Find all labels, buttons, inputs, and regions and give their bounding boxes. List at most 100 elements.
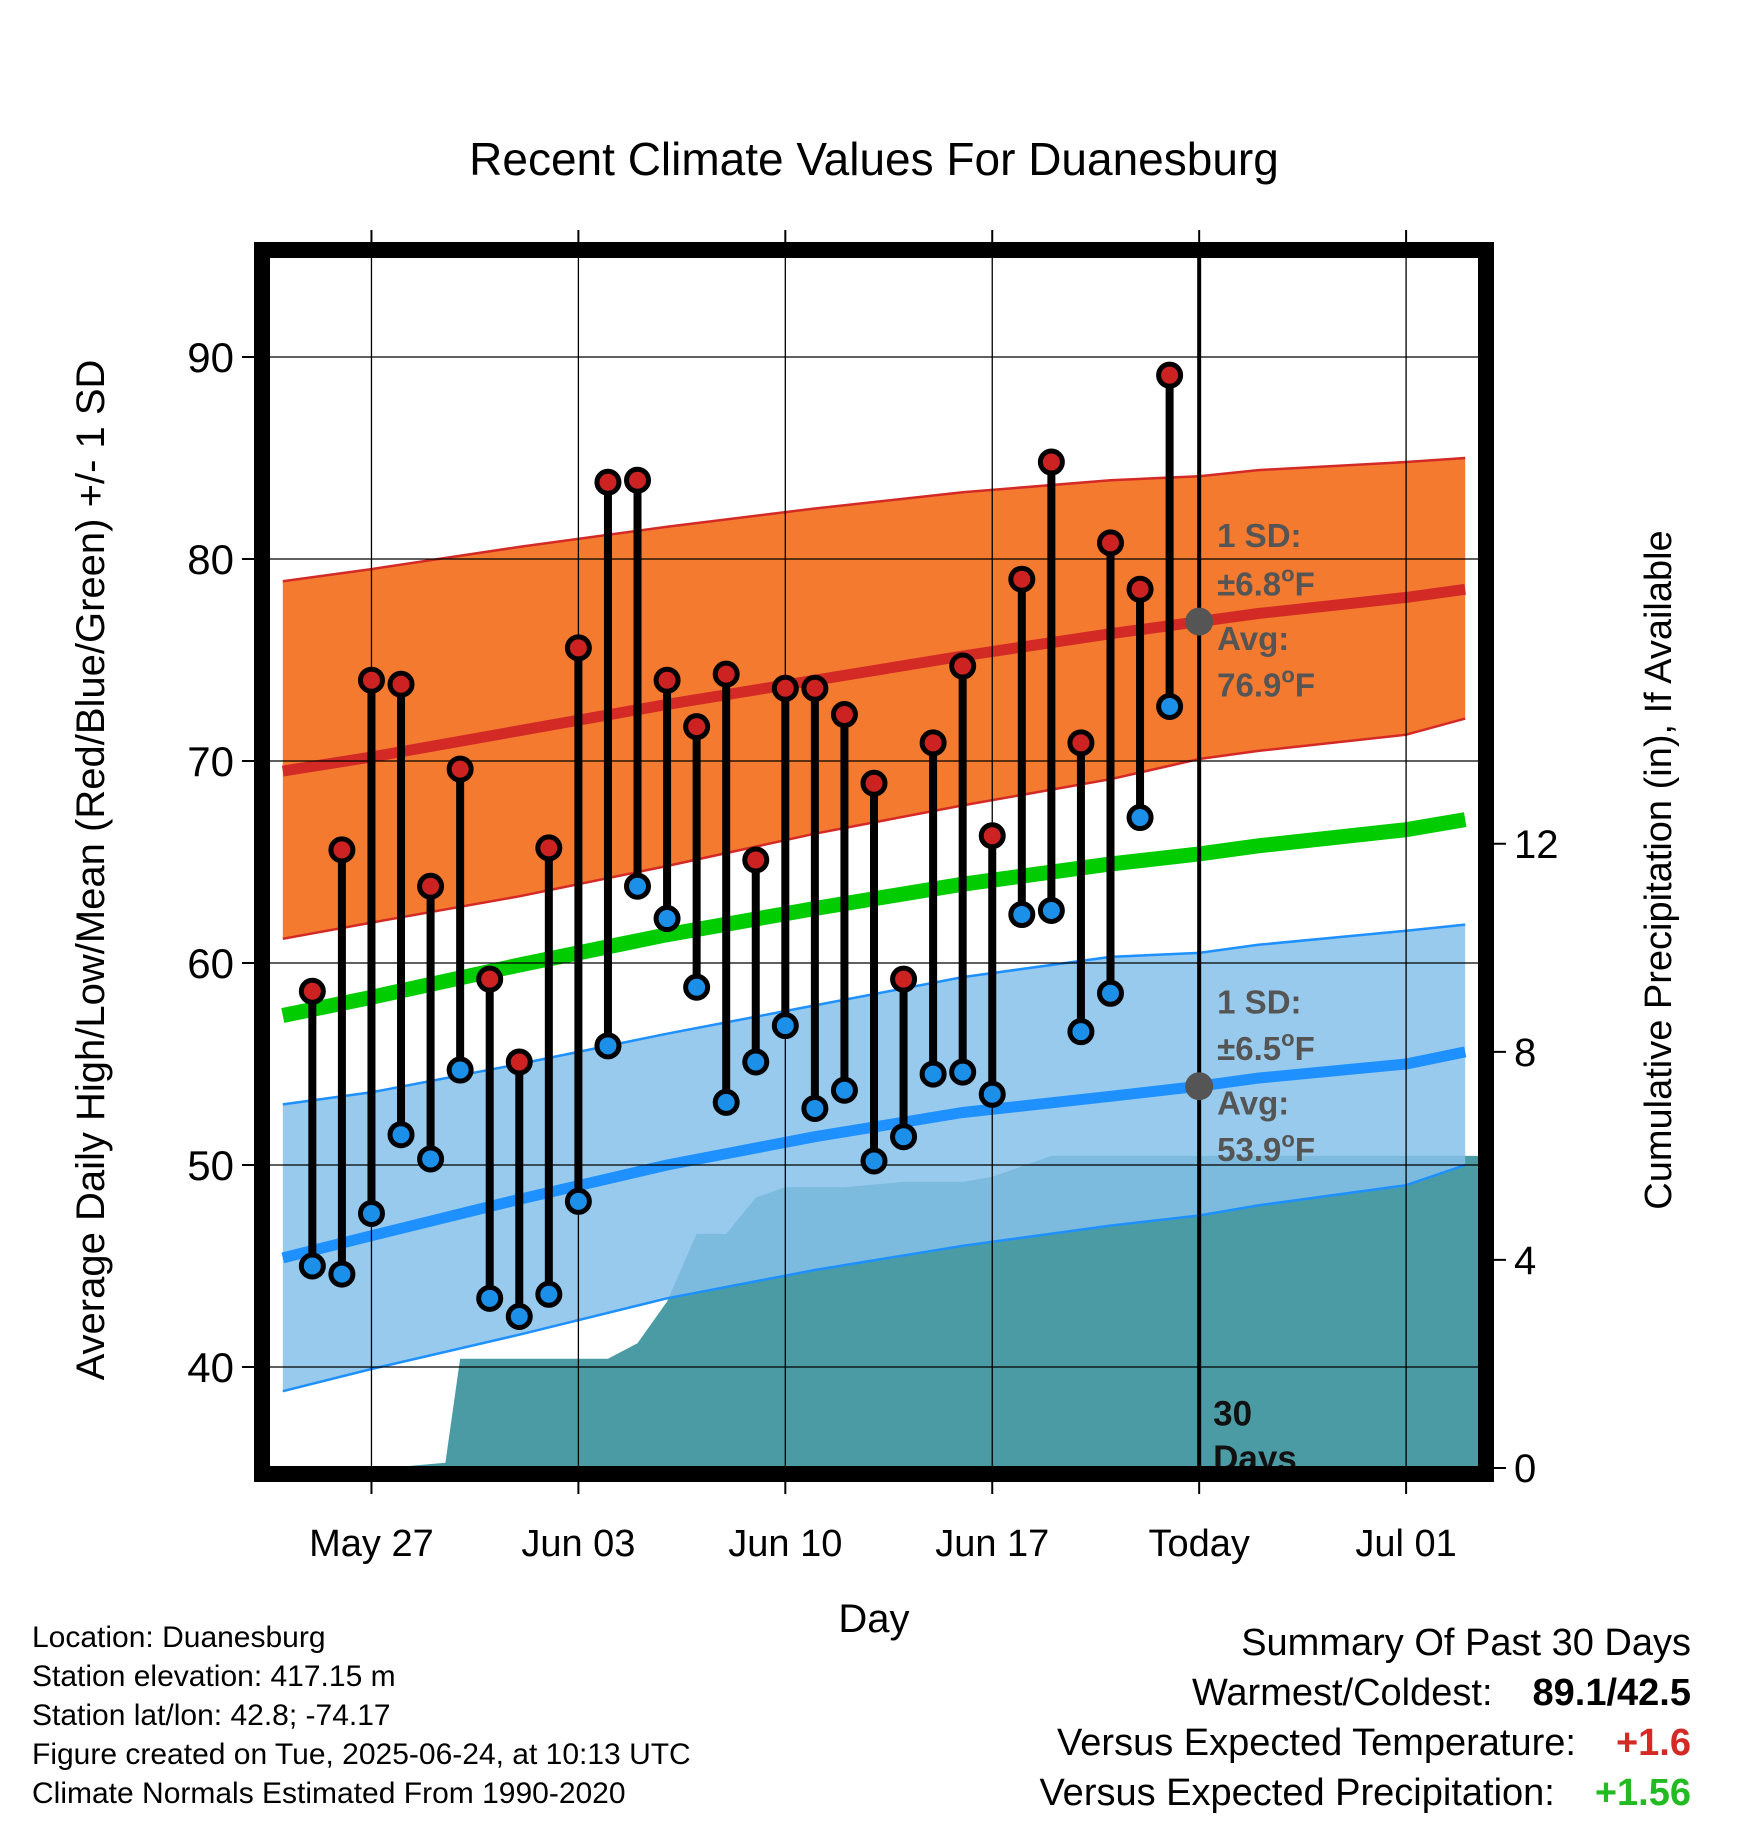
- low-point: [1096, 979, 1124, 1007]
- high-point: [919, 729, 947, 757]
- latlon-text: Station lat/lon: 42.8; -74.17: [32, 1699, 391, 1732]
- x-tick-label: Jun 10: [728, 1523, 842, 1565]
- low-point: [594, 1032, 622, 1060]
- precip-area: [268, 1155, 1480, 1468]
- high-point: [535, 834, 563, 862]
- high-point: [387, 670, 415, 698]
- high-point: [1037, 448, 1065, 476]
- high-point: [1008, 565, 1036, 593]
- warm-cold-value: 89.1/42.5: [1532, 1672, 1691, 1714]
- low-point: [535, 1280, 563, 1308]
- low-point: [830, 1076, 858, 1104]
- high-point: [446, 755, 474, 783]
- high-point: [1126, 575, 1154, 603]
- x-axis-label: Day: [838, 1597, 909, 1641]
- y-tick-label: 80: [187, 536, 234, 583]
- low-point: [328, 1260, 356, 1288]
- high-point: [1156, 361, 1184, 389]
- location-text: Location: Duanesburg: [32, 1621, 326, 1654]
- low-point: [978, 1080, 1006, 1108]
- low-point: [446, 1056, 474, 1084]
- today-high-normal-marker: [1185, 607, 1214, 636]
- low-point: [1037, 896, 1065, 924]
- normals-text: Climate Normals Estimated From 1990-2020: [32, 1777, 626, 1810]
- high-sd-label: 1 SD:: [1217, 517, 1301, 554]
- low-sd-label: 1 SD:: [1217, 984, 1301, 1021]
- x-tick-label: Jul 01: [1355, 1523, 1456, 1565]
- low-point: [417, 1145, 445, 1173]
- summary-precip: Versus Expected Precipitation: +1.56: [1039, 1768, 1691, 1818]
- low-point: [476, 1284, 504, 1312]
- unit-symbol: F: [1295, 565, 1315, 602]
- high-point: [624, 466, 652, 494]
- degree-symbol: o: [1281, 1127, 1294, 1152]
- high-point: [742, 846, 770, 874]
- degree-symbol: o: [1281, 561, 1294, 586]
- low-point: [1156, 692, 1184, 720]
- high-point: [505, 1048, 533, 1076]
- high-point: [653, 666, 681, 694]
- low-point: [712, 1088, 740, 1116]
- station-info: Location: Duanesburg Station elevation: …: [32, 1618, 691, 1813]
- x-tick-label: Jun 03: [521, 1523, 635, 1565]
- low-point: [387, 1121, 415, 1149]
- warm-cold-label: Warmest/Coldest:: [1191, 1672, 1493, 1714]
- low-point: [505, 1303, 533, 1330]
- high-point: [801, 674, 829, 702]
- summary-panel: Summary Of Past 30 Days Warmest/Coldest:…: [1039, 1618, 1691, 1818]
- low-sd-value: ±6.5oF: [1217, 1026, 1315, 1067]
- y-tick-label: 70: [187, 738, 234, 785]
- low-avg-value: 53.9oF: [1217, 1127, 1315, 1168]
- low-point: [919, 1060, 947, 1088]
- days-label-line1: 30: [1213, 1395, 1252, 1434]
- low-sd-lower-edge: [282, 1163, 1466, 1393]
- high-point: [564, 634, 592, 662]
- plot-area: 1 SD: ±6.8oF Avg: 76.9oF 1 SD: ±6.5oF Avg: 53.9…: [187, 230, 1559, 1565]
- y2-axis-label: Cumulative Precipitation (in), If Availa…: [1638, 530, 1680, 1209]
- low-point: [357, 1199, 385, 1227]
- low-point: [683, 973, 711, 1001]
- high-point: [890, 965, 918, 993]
- high-point: [683, 713, 711, 741]
- high-point: [476, 965, 504, 993]
- y-tick-label: 60: [187, 940, 234, 987]
- x-tick-label: May 27: [309, 1523, 434, 1565]
- y2-tick-label: 12: [1514, 823, 1559, 867]
- high-point: [328, 836, 356, 864]
- y-tick-label: 90: [187, 334, 234, 381]
- temp-label: Versus Expected Temperature:: [1057, 1722, 1576, 1764]
- unit-symbol: F: [1295, 666, 1315, 703]
- today-low-normal-marker: [1185, 1072, 1214, 1101]
- summary-warm-cold: Warmest/Coldest: 89.1/42.5: [1039, 1668, 1691, 1718]
- high-point: [594, 468, 622, 496]
- high-point: [417, 872, 445, 900]
- high-point: [1067, 729, 1095, 757]
- low-point: [801, 1094, 829, 1122]
- high-point: [357, 666, 385, 694]
- degree-symbol: o: [1281, 662, 1294, 687]
- y-axis-label: Average Daily High/Low/Mean (Red/Blue/Gr…: [69, 360, 113, 1381]
- plot-frame: [254, 242, 1494, 1482]
- low-point: [624, 872, 652, 900]
- high-avg-label: Avg:: [1217, 620, 1289, 657]
- low-point: [653, 905, 681, 933]
- x-tick-label: Today: [1148, 1523, 1249, 1565]
- low-avg-label: Avg:: [1217, 1085, 1289, 1122]
- low-point: [298, 1252, 326, 1280]
- y2-tick-label: 8: [1514, 1031, 1536, 1075]
- high-sd-upper-edge: [282, 456, 1466, 583]
- x-tick-label: Jun 17: [935, 1523, 1049, 1565]
- y2-tick-label: 0: [1514, 1447, 1536, 1491]
- low-point: [1126, 804, 1154, 832]
- y-tick-label: 40: [187, 1344, 234, 1391]
- low-point: [860, 1147, 888, 1175]
- low-point: [1067, 1018, 1095, 1046]
- y-tick-label: 50: [187, 1142, 234, 1189]
- elevation-text: Station elevation: 417.15 m: [32, 1660, 396, 1693]
- high-point: [298, 977, 326, 1005]
- low-point: [949, 1058, 977, 1086]
- low-point: [890, 1123, 918, 1151]
- high-point: [1096, 529, 1124, 557]
- summary-temp: Versus Expected Temperature: +1.6: [1039, 1718, 1691, 1768]
